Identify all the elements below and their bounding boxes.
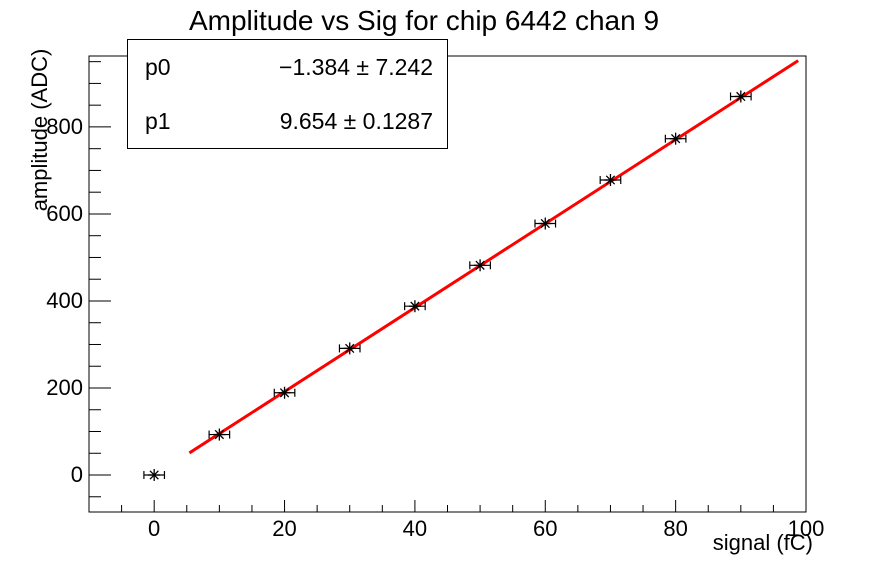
data-point xyxy=(208,428,231,441)
data-point xyxy=(143,469,166,482)
stat-row-p1: p1 9.654 ± 0.1287 xyxy=(128,94,447,148)
y-tick-label: 400 xyxy=(46,288,83,313)
marker-line xyxy=(605,175,616,185)
data-point xyxy=(469,259,491,272)
marker-line xyxy=(345,343,355,354)
x-tick-label: 20 xyxy=(272,516,296,541)
marker-line xyxy=(670,134,681,144)
x-tick-label: 100 xyxy=(788,516,825,541)
x-tick-label: 40 xyxy=(403,516,427,541)
data-point xyxy=(534,217,557,230)
fit-line xyxy=(188,59,799,455)
param-name: p1 xyxy=(145,107,171,134)
data-point xyxy=(729,90,752,103)
data-point xyxy=(338,342,361,355)
y-tick-label: 600 xyxy=(46,201,83,226)
marker-line xyxy=(214,429,225,440)
marker-line xyxy=(540,218,550,229)
data-point xyxy=(404,300,426,313)
y-axis-title: amplitude (ADC) xyxy=(27,48,52,212)
data-point xyxy=(664,132,687,145)
marker-line xyxy=(410,301,420,311)
fit-stats-box: p0 −1.384 ± 7.242 p1 9.654 ± 0.1287 xyxy=(127,39,448,149)
chart-title: Amplitude vs Sig for chip 6442 chan 9 xyxy=(188,5,660,36)
data-point xyxy=(273,386,296,399)
marker-line xyxy=(149,470,159,480)
x-tick-label: 80 xyxy=(663,516,687,541)
marker-line xyxy=(736,91,746,102)
param-value: 9.654 ± 0.1287 xyxy=(279,107,433,134)
param-value: −1.384 ± 7.242 xyxy=(279,53,433,80)
marker-line xyxy=(279,388,290,398)
data-point xyxy=(599,174,622,187)
y-tick-label: 200 xyxy=(46,375,83,400)
marker-line xyxy=(475,260,485,270)
y-tick-label: 0 xyxy=(71,462,83,487)
x-tick-label: 60 xyxy=(533,516,557,541)
stat-row-p0: p0 −1.384 ± 7.242 xyxy=(128,40,447,94)
y-tick-label: 800 xyxy=(46,114,83,139)
param-name: p0 xyxy=(145,53,171,80)
x-tick-label: 0 xyxy=(148,516,160,541)
x-axis-title: signal (fC) xyxy=(712,530,813,555)
